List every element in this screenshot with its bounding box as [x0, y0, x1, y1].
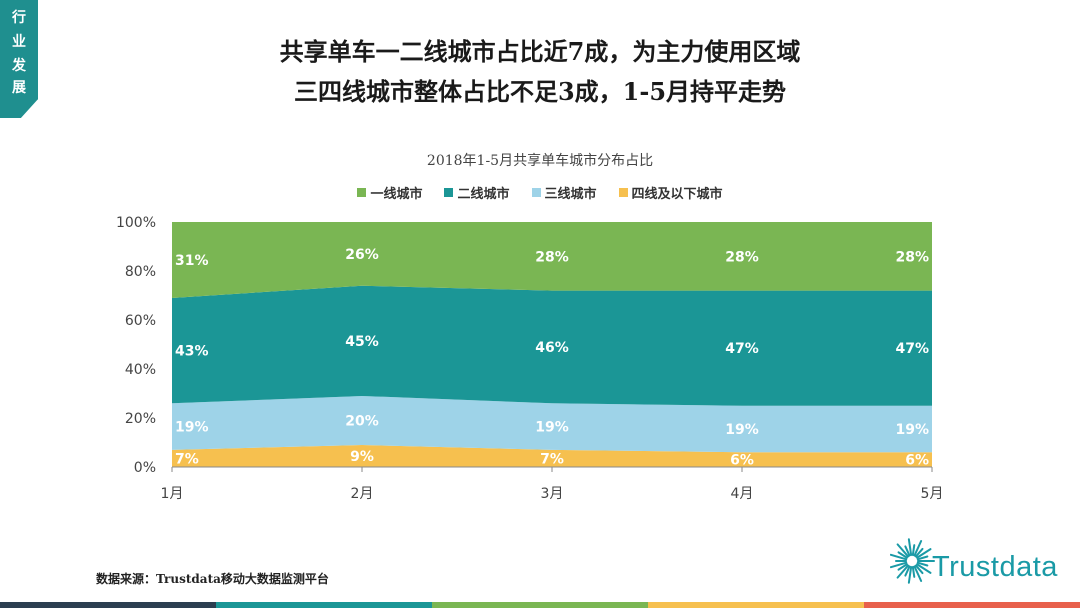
- data-label: 7%: [540, 451, 564, 467]
- data-label: 19%: [895, 422, 929, 438]
- sunburst-ray: [914, 547, 924, 558]
- data-label: 28%: [725, 249, 759, 265]
- chart-title: 2018年1-5月共享单车城市分布占比: [426, 153, 654, 169]
- y-tick-label: 0%: [134, 460, 156, 476]
- page-title-line1: 共享单车一二线城市占比近7成，为主力使用区域: [279, 37, 801, 66]
- data-label: 9%: [350, 449, 374, 465]
- sunburst-ray: [913, 539, 923, 557]
- sunburst-ray: [913, 565, 923, 583]
- sunburst-ray: [904, 545, 911, 557]
- area-四线及以下城市: [172, 444, 932, 467]
- legend-label: 一线城市: [370, 187, 423, 202]
- data-label: 20%: [345, 413, 379, 429]
- area-三线城市: [172, 395, 932, 453]
- section-tab-char: 行: [12, 10, 26, 26]
- sunburst-ray: [896, 564, 910, 579]
- x-tick-label: 2月: [351, 486, 374, 502]
- sunburst-ray: [889, 553, 908, 561]
- trustdata-logo: Trustdata: [889, 533, 1070, 593]
- data-label: 47%: [725, 341, 759, 357]
- section-tab: 行 业 发 展: [0, 0, 38, 118]
- data-label: 46%: [535, 340, 569, 356]
- data-label: 19%: [725, 422, 759, 438]
- x-tick-label: 3月: [541, 486, 564, 502]
- area-一线城市: [172, 222, 932, 298]
- sunburst-ray: [904, 565, 911, 577]
- y-tick-label: 40%: [125, 362, 156, 378]
- data-label: 28%: [895, 249, 929, 265]
- bottom-color-bar: [0, 602, 1080, 608]
- data-label: 26%: [345, 247, 379, 263]
- x-tick-label: 5月: [921, 486, 944, 502]
- legend-item-tier3: 三线城市: [531, 183, 597, 202]
- legend-item-tier4: 四线及以下城市: [618, 183, 723, 202]
- sunburst-ray: [911, 544, 916, 557]
- sunburst-icon: [889, 538, 935, 584]
- sunburst-ray: [907, 538, 913, 557]
- bottom-bar-segment: [216, 602, 432, 608]
- sunburst-ray: [907, 565, 913, 584]
- section-tab-char: 业: [12, 34, 26, 50]
- sunburst-ray: [916, 561, 929, 567]
- bottom-bar-segment: [648, 602, 864, 608]
- y-tick-label: 100%: [116, 215, 156, 231]
- y-tick-label: 60%: [125, 313, 156, 329]
- bottom-bar-segment: [864, 602, 1080, 608]
- data-source: 数据来源：Trustdata移动大数据监测平台: [96, 572, 329, 586]
- legend-swatch: [444, 188, 454, 197]
- data-label: 19%: [535, 420, 569, 436]
- data-label: 19%: [175, 420, 209, 436]
- logo-text: Trustdata: [932, 551, 1058, 583]
- legend-label: 二线城市: [457, 187, 510, 202]
- area-二线城市: [172, 285, 932, 406]
- bottom-bar-segment: [432, 602, 648, 608]
- sunburst-ray: [896, 543, 910, 558]
- sunburst-ray: [911, 565, 916, 578]
- data-label: 47%: [895, 341, 929, 357]
- data-label: 6%: [730, 453, 754, 469]
- data-label: 7%: [175, 451, 199, 467]
- x-tick-label: 1月: [161, 486, 184, 502]
- section-tab-char: 展: [12, 80, 26, 96]
- sunburst-ray: [897, 551, 908, 559]
- data-label: 6%: [905, 453, 929, 469]
- sunburst-ray: [889, 561, 908, 569]
- x-tick-label: 4月: [731, 486, 754, 502]
- sunburst-ray: [897, 563, 908, 571]
- legend-item-tier2: 二线城市: [444, 183, 510, 202]
- legend-swatch: [531, 188, 541, 197]
- sunburst-ray: [916, 563, 932, 574]
- sunburst-ray: [916, 555, 929, 561]
- y-tick-label: 80%: [125, 264, 156, 280]
- sunburst-ray: [914, 564, 924, 575]
- page-title-line2: 三四线城市整体占比不足3成，1-5月持平走势: [293, 77, 787, 106]
- legend-swatch: [357, 188, 367, 197]
- section-tab-char: 发: [12, 58, 26, 74]
- data-label: 28%: [535, 249, 569, 265]
- legend-label: 四线及以下城市: [631, 187, 723, 202]
- legend-swatch: [618, 188, 628, 197]
- legend-label: 三线城市: [544, 187, 597, 202]
- y-tick-label: 20%: [125, 411, 156, 427]
- chart-legend: 一线城市 二线城市 三线城市 四线及以下城市: [0, 183, 1080, 202]
- data-label: 45%: [345, 334, 379, 350]
- data-label: 43%: [175, 344, 209, 360]
- data-label: 31%: [175, 253, 209, 269]
- sunburst-ray: [916, 548, 932, 559]
- bottom-bar-segment: [0, 602, 216, 608]
- legend-item-tier1: 一线城市: [357, 183, 422, 202]
